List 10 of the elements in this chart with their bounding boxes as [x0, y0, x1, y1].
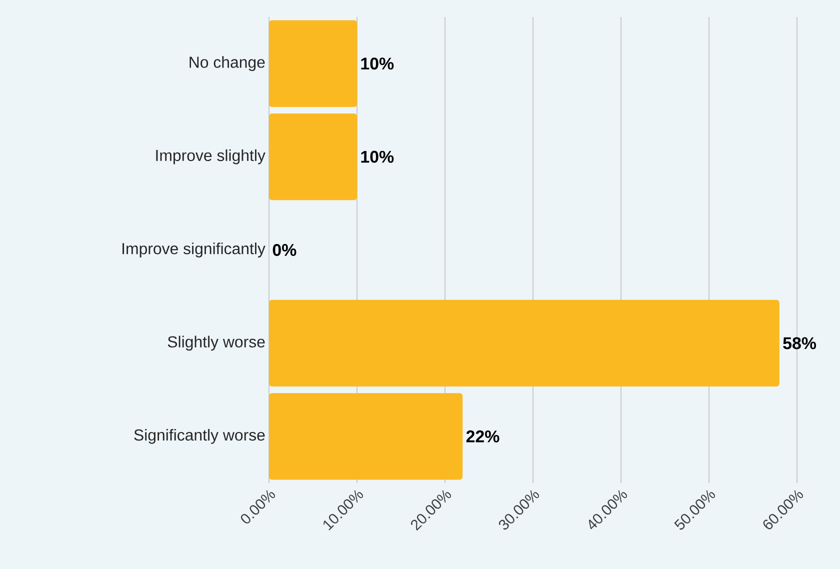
y-tick-label: Significantly worse [134, 428, 265, 444]
y-tick-label: No change [190, 56, 265, 72]
data-label: 10% [361, 58, 394, 70]
data-label: 58% [783, 337, 816, 350]
data-label: 22% [466, 430, 500, 442]
data-label: 10% [361, 150, 394, 163]
y-tick-label: Improve significantly [122, 242, 266, 258]
data-label: 0% [272, 244, 296, 256]
y-tick-label: Improve slightly [156, 149, 266, 164]
y-tick-label: Slightly worse [168, 336, 265, 351]
